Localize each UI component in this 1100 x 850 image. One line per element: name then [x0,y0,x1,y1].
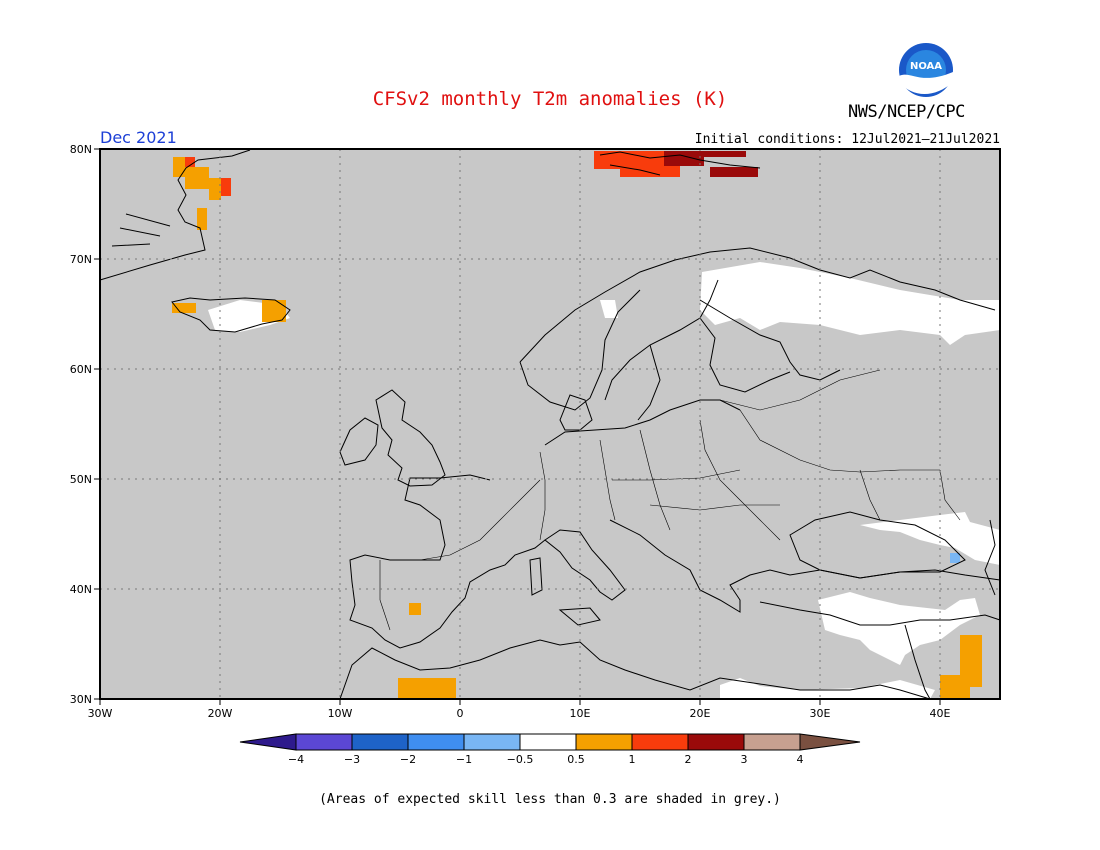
lon-label-30e: 30E [810,707,831,720]
lat-label-60n: 60N [70,363,92,376]
lon-label-0: 0 [457,707,464,720]
colorbar-bin-3 [407,733,465,751]
colorbar-bin-7 [631,733,689,751]
skill-footnote: (Areas of expected skill less than 0.3 a… [319,792,781,807]
colorbar-label: 1 [629,753,636,766]
lon-label-40e: 40E [930,707,951,720]
colorbar-label: −3 [344,753,360,766]
colorbar-bin-5 [519,733,577,751]
lon-labels: 30W 20W 10W 0 10E 20E 30E 40E [88,707,951,720]
colorbar-label: 3 [741,753,748,766]
colorbar [239,733,861,751]
cool-anomaly-cells [950,553,960,563]
lat-label-40n: 40N [70,583,92,596]
colorbar-bin-6 [575,733,633,751]
colorbar-label: −4 [288,753,304,766]
colorbar-label: 2 [685,753,692,766]
colorbar-label: −1 [456,753,472,766]
lat-label-30n: 30N [70,693,92,706]
warm-anomaly-cells [172,151,982,699]
map-background [100,149,1000,699]
noaa-logo: NOAA [895,42,957,102]
agency-label: NWS/NCEP/CPC [848,102,965,122]
colorbar-bin-4 [463,733,521,751]
colorbar-bin-8 [687,733,745,751]
axis-ticks [94,148,941,705]
colorbar-label: 4 [797,753,804,766]
lon-label-20e: 20E [690,707,711,720]
colorbar-label: −2 [400,753,416,766]
noaa-logo-text: NOAA [910,61,942,72]
lon-label-30w: 30W [88,707,113,720]
colorbar-min-arrow [239,733,297,751]
lat-labels: 30N 40N 50N 60N 70N 80N [70,143,92,706]
coastlines [99,149,1001,700]
colorbar-labels: −4 −3 −2 −1 −0.5 0.5 1 2 3 4 [288,753,804,766]
colorbar-bin-9 [743,733,801,751]
lat-label-80n: 80N [70,143,92,156]
colorbar-label: 0.5 [567,753,585,766]
initial-conditions: Initial conditions: 12Jul2021–21Jul2021 [694,132,1000,147]
lat-label-50n: 50N [70,473,92,486]
colorbar-max-arrow [799,733,861,751]
graticule [100,149,1000,699]
lon-label-10w: 10W [328,707,353,720]
target-month: Dec 2021 [100,128,177,147]
map-frame [99,148,1001,700]
lon-label-20w: 20W [208,707,233,720]
country-borders [379,369,961,631]
colorbar-bin-1 [295,733,353,751]
colorbar-bin-2 [351,733,409,751]
lon-label-10e: 10E [570,707,591,720]
near-normal-regions [208,262,1000,699]
colorbar-label: −0.5 [507,753,534,766]
map-title: CFSv2 monthly T2m anomalies (K) [372,88,728,110]
lat-label-70n: 70N [70,253,92,266]
